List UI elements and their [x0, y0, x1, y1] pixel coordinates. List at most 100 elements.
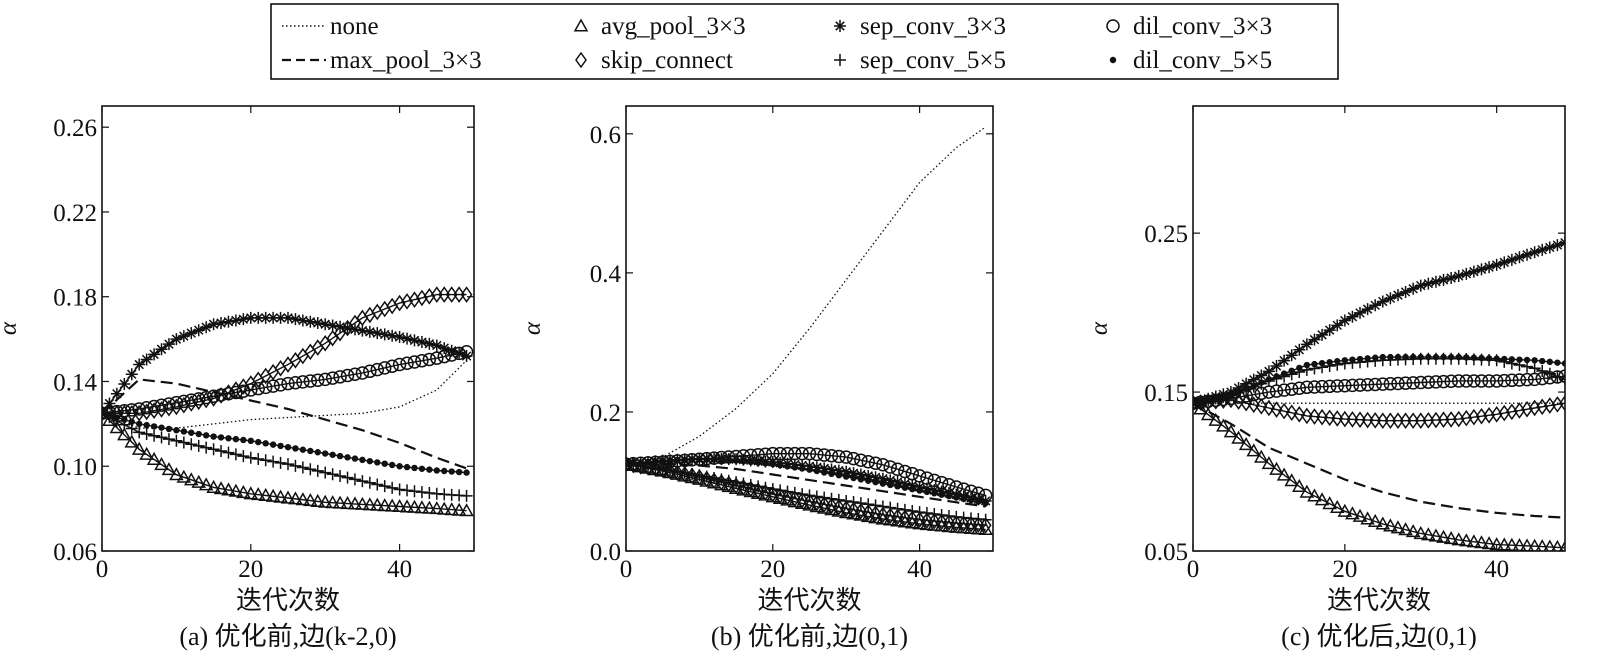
chart-panel-1: 0 20 40 0.06 0.10 0.14 0.18 0.22 0.26 α 迭代次数 (a) 优化…: [0, 105, 475, 651]
data-point: [284, 443, 292, 451]
legend-marker-sep_conv_5: [834, 54, 846, 66]
data-point: [1546, 358, 1554, 366]
data-point: [222, 446, 235, 459]
data-point: [840, 465, 853, 478]
data-point: [1261, 456, 1277, 470]
data-point: [422, 500, 437, 514]
data-point: [688, 456, 696, 463]
data-point: [840, 500, 853, 517]
data-point: [121, 416, 128, 423]
data-point: [222, 315, 235, 328]
series-dil_conv_3: [102, 345, 474, 421]
data-point: [1278, 402, 1291, 420]
data-point: [810, 447, 824, 462]
data-point: [626, 460, 630, 468]
data-point: [1334, 358, 1341, 365]
data-point: [1551, 239, 1564, 252]
data-point: [1489, 374, 1504, 388]
data-point: [1308, 333, 1321, 346]
plot-area: [626, 126, 993, 535]
data-point: [265, 488, 281, 502]
x-tick-label: 20: [1332, 556, 1357, 583]
data-point: [847, 467, 860, 480]
legend-label-sep_conv_5: sep_conv_5×5: [860, 47, 1006, 74]
data-point: [1501, 355, 1508, 363]
data-point: [1322, 379, 1337, 394]
data-point: [355, 496, 370, 510]
data-point: [131, 441, 147, 455]
data-point: [1314, 492, 1330, 506]
data-point: [1364, 355, 1371, 362]
data-point: [686, 467, 699, 480]
data-point: [140, 428, 153, 441]
data-point: [1536, 365, 1549, 378]
data-point: [1444, 374, 1458, 389]
data-point: [825, 497, 838, 515]
data-point: [1390, 520, 1406, 534]
data-point: [319, 466, 332, 479]
data-point: [846, 451, 861, 466]
data-point: [1535, 371, 1549, 386]
series-sep_conv_3: [102, 311, 473, 420]
data-point: [931, 490, 938, 497]
data-point: [637, 459, 644, 466]
data-point: [759, 484, 772, 501]
legend: none max_pool_3×3 avg_pool_3×3 skip_connect…: [270, 3, 1339, 80]
data-point: [334, 320, 347, 333]
data-point: [452, 346, 466, 361]
data-point: [240, 436, 247, 444]
data-point: [865, 477, 872, 484]
data-point: [1307, 380, 1322, 394]
y-tick-label: 0.15: [1144, 380, 1188, 407]
data-point: [1520, 372, 1534, 387]
data-point: [106, 412, 113, 419]
data-point: [1284, 473, 1299, 487]
data-point: [1536, 243, 1549, 256]
data-point: [1399, 412, 1412, 429]
data-point: [950, 514, 963, 532]
data-point: [336, 452, 344, 460]
data-point: [1531, 357, 1538, 364]
data-point: [854, 497, 867, 510]
data-point: [879, 480, 887, 487]
data-point: [1292, 381, 1307, 396]
data-point: [463, 469, 470, 476]
data-point: [1354, 411, 1366, 429]
data-point: [700, 470, 713, 483]
data-point: [934, 475, 949, 490]
data-point: [891, 502, 904, 515]
data-point: [1360, 378, 1375, 392]
data-point: [1204, 396, 1212, 404]
data-point: [430, 351, 444, 365]
data-point: [818, 462, 831, 475]
data-point: [1293, 343, 1306, 356]
data-point: [109, 420, 125, 434]
chart-panel-3: 0 20 40 0.05 0.15 0.25 α 迭代次数 (c) 优化后,边(0,1): [1086, 105, 1566, 651]
data-point: [359, 456, 366, 464]
data-point: [898, 509, 911, 527]
data-point: [385, 359, 399, 373]
data-point: [162, 433, 175, 446]
data-point: [1460, 267, 1473, 280]
data-point: [1429, 375, 1443, 389]
data-point: [1338, 378, 1352, 393]
data-point: [913, 481, 926, 494]
data-point: [1409, 353, 1417, 361]
data-point: [1323, 409, 1336, 427]
data-point: [1558, 369, 1565, 383]
data-point: [1250, 382, 1257, 389]
data-point: [1292, 478, 1307, 493]
data-point: [191, 474, 206, 488]
data-point: [192, 439, 205, 452]
data-point: [1452, 270, 1465, 283]
data-point: [408, 485, 421, 498]
data-point: [854, 468, 867, 481]
data-point: [1376, 412, 1389, 429]
data-point: [840, 494, 853, 507]
plot-frame: [1192, 105, 1566, 552]
data-point: [229, 448, 242, 461]
legend-marker-skip_connect: [575, 51, 587, 69]
data-point: [341, 471, 354, 484]
data-point: [949, 480, 964, 494]
data-point: [445, 344, 458, 357]
